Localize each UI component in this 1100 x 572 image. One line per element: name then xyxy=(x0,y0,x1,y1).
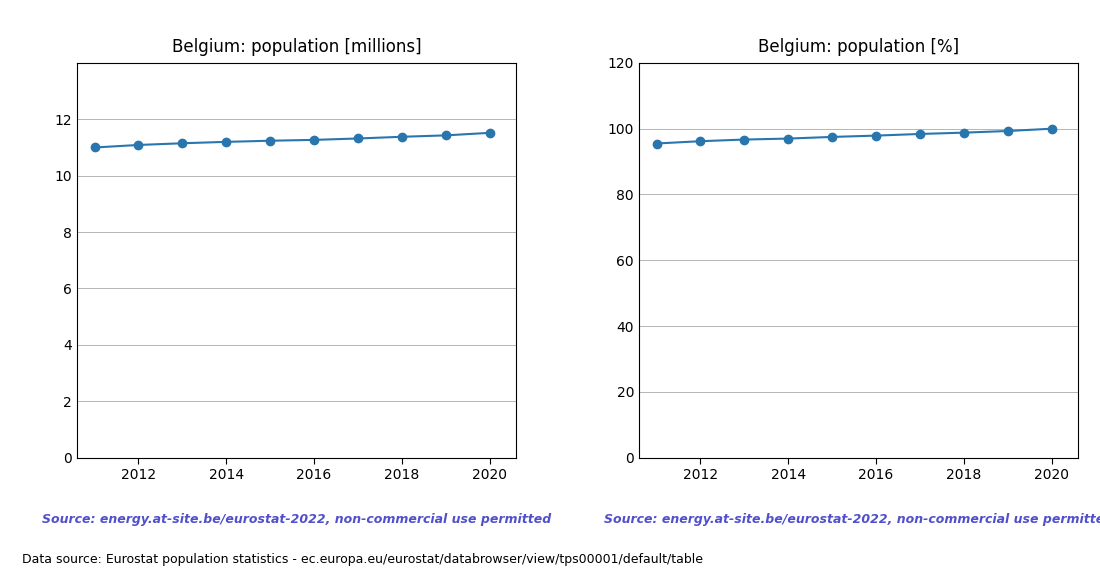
Text: Data source: Eurostat population statistics - ec.europa.eu/eurostat/databrowser/: Data source: Eurostat population statist… xyxy=(22,553,703,566)
Text: Source: energy.at-site.be/eurostat-2022, non-commercial use permitted: Source: energy.at-site.be/eurostat-2022,… xyxy=(42,513,551,526)
Title: Belgium: population [%]: Belgium: population [%] xyxy=(758,38,959,56)
Title: Belgium: population [millions]: Belgium: population [millions] xyxy=(172,38,421,56)
Text: Source: energy.at-site.be/eurostat-2022, non-commercial use permitted: Source: energy.at-site.be/eurostat-2022,… xyxy=(604,513,1100,526)
